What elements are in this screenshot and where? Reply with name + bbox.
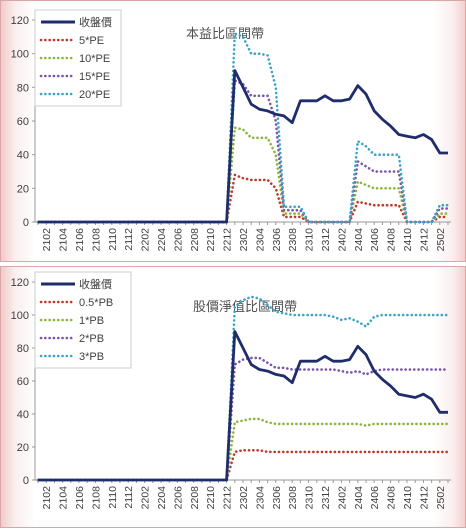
x-tick-label: 2402 [336,228,348,252]
x-tick-label: 2104 [58,486,70,510]
y-tick-label: 60 [17,116,29,128]
x-tick-label: 2106 [74,486,86,510]
x-tick-label: 2412 [418,486,430,510]
y-tick-label: 40 [17,409,29,421]
x-tick-label: 2102 [41,228,53,252]
series-line-3 [36,356,450,482]
legend-label-3: 2*PB [79,333,104,345]
x-tick-label: 2310 [304,486,316,510]
y-tick-label: 60 [17,376,29,388]
legend-label-3: 15*PE [79,71,110,83]
y-tick-label: 80 [17,343,29,355]
legend-label-0: 收盤價 [79,15,112,29]
x-tick-label: 2204 [156,486,168,510]
x-tick-label: 2210 [205,228,217,252]
x-tick-label: 2308 [287,486,299,510]
legend-label-4: 20*PE [79,89,110,101]
x-tick-label: 2410 [402,228,414,252]
y-tick-label: 0 [23,475,29,487]
series-line-2 [36,126,450,224]
pb-band-chart-panel: 0 20 40 60 80 100 120 2102 2104 2106 2108 2110 2112 2… [0,266,466,528]
y-tick-label: 0 [23,217,29,229]
x-tick-label: 2306 [271,228,283,252]
x-tick-label: 2206 [172,486,184,510]
series-line-2 [36,417,450,482]
pe-band-chart: 0 20 40 60 80 100 120 2102 2104 2106 2108 2110 2112 2… [11,9,451,252]
x-tick-label: 2108 [90,228,102,252]
x-tick-label: 2406 [369,486,381,510]
legend-label-0: 收盤價 [79,277,112,291]
pe-band-chart-panel: 0 20 40 60 80 100 120 2102 2104 2106 2108 2110 2112 2… [0,0,466,262]
legend-label-2: 10*PE [79,53,110,65]
legend-label-2: 1*PB [79,315,104,327]
series-line-0 [38,69,448,224]
x-tick-label: 2402 [336,486,348,510]
x-tick-label: 2212 [222,228,234,252]
x-tick-label: 2102 [41,486,53,510]
series-line-1 [36,173,450,224]
series-line-0 [38,330,448,482]
x-tick-label: 2212 [222,486,234,510]
series-line-1 [36,449,450,482]
x-tick-label: 2408 [386,486,398,510]
x-tick-label: 2110 [107,486,119,509]
x-tick-label: 2502 [435,228,447,252]
x-tick-label: 2404 [353,486,365,510]
x-tick-label: 2408 [386,228,398,252]
x-tick-label: 2412 [418,228,430,252]
x-tick-label: 2106 [74,228,86,252]
x-tick-label: 2202 [140,228,152,252]
y-tick-label: 20 [17,442,29,454]
pb-band-chart: 0 20 40 60 80 100 120 2102 2104 2106 2108 2110 2112 2… [11,271,451,510]
x-tick-label: 2404 [353,228,365,252]
x-tick-label: 2108 [90,486,102,510]
x-tick-label: 2208 [189,486,201,510]
x-tick-label: 2304 [254,228,266,252]
x-tick-label: 2204 [156,228,168,252]
x-tick-label: 2310 [304,228,316,252]
legend-label-1: 5*PE [79,35,104,47]
x-tick-label: 2104 [58,228,70,252]
legend-label-1: 0.5*PB [79,297,113,309]
y-tick-label: 20 [17,183,29,195]
x-tick-label: 2306 [271,486,283,510]
x-tick-label: 2302 [238,228,250,252]
y-tick-label: 80 [17,82,29,94]
y-tick-label: 120 [11,15,29,27]
x-tick-label: 2202 [140,486,152,510]
x-tick-label: 2308 [287,228,299,252]
x-tick-label: 2302 [238,486,250,510]
x-tick-label: 2210 [205,486,217,510]
y-tick-label: 40 [17,150,29,162]
x-tick-label: 2406 [369,228,381,252]
legend-label-4: 3*PB [79,351,104,363]
x-tick-label: 2112 [123,486,135,509]
y-tick-label: 100 [11,49,29,61]
chart-title: 股價淨值比區間帶 [193,299,297,314]
y-tick-label: 120 [11,277,29,289]
x-tick-label: 2208 [189,228,201,252]
x-tick-label: 2304 [254,486,266,510]
x-tick-label: 2110 [107,228,119,251]
x-tick-label: 2312 [320,228,332,252]
x-tick-label: 2312 [320,486,332,510]
chart-title: 本益比區間帶 [186,26,264,41]
x-tick-label: 2112 [123,228,135,251]
x-tick-label: 2502 [435,486,447,510]
x-tick-label: 2410 [402,486,414,510]
x-tick-label: 2206 [172,228,184,252]
y-tick-label: 100 [11,310,29,322]
